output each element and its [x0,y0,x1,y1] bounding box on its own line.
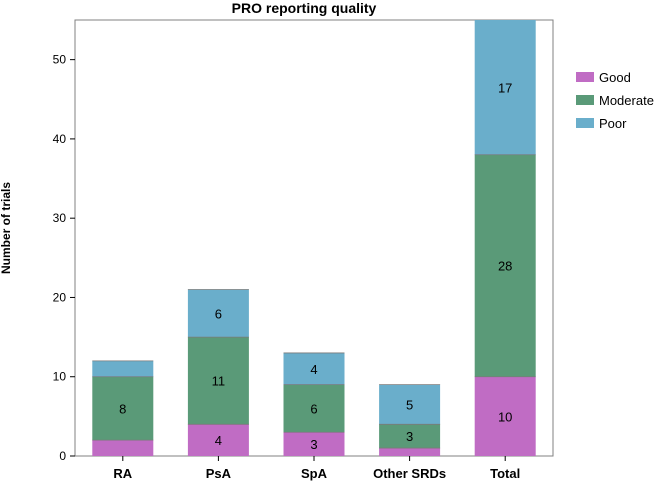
bar-segment-good [92,440,154,456]
y-tick-label: 50 [53,53,67,67]
bar-segment-poor [474,20,536,155]
data-label: 5 [406,397,413,412]
legend-entry-moderate: Moderate [599,93,654,108]
x-tick-label: RA [113,466,132,481]
bar-segment-good [474,376,536,456]
x-tick-label: SpA [301,466,328,481]
y-tick-label: 0 [59,449,66,463]
data-label: 11 [212,374,226,389]
bar-segment-moderate [187,337,249,425]
y-tick-label: 40 [53,132,67,146]
x-tick-label: Total [490,466,520,481]
y-axis-label: Number of trials [0,182,13,274]
x-tick-label: Other SRDs [373,466,446,481]
bar-segment-poor [379,384,441,425]
legend-entry-good: Good [599,70,631,85]
data-label: 6 [310,401,317,416]
plot-area: 0 10 20 30 40 50 8 RA 4 11 6 PsA 3 6 4 SpA 3 5 Other SRDs 1… [53,19,554,481]
legend-swatch-poor [576,118,594,128]
bar-segment-poor [283,352,345,385]
bar-segment-poor [187,289,249,338]
legend-swatch-moderate [576,95,594,105]
data-label: 28 [498,259,512,274]
legend-entry-poor: Poor [599,116,627,131]
bar-segment-moderate [379,424,441,449]
data-label: 10 [498,409,512,424]
chart-title: PRO reporting quality [232,0,377,16]
data-label: 3 [406,429,413,444]
bar-segment-moderate [283,384,345,433]
bar-segment-good [379,448,441,456]
data-label: 3 [310,437,317,452]
bar-segment-good [283,432,345,456]
y-tick-label: 20 [53,290,67,304]
bar-segment-good [187,424,249,456]
bar-segment-poor [92,360,154,377]
data-label: 4 [215,433,222,448]
legend-swatch-good [576,72,594,82]
data-label: 8 [119,401,126,416]
y-tick-label: 10 [53,370,67,384]
y-tick-label: 30 [53,211,67,225]
x-tick-label: PsA [206,466,232,481]
legend: Good Moderate Poor [576,70,654,131]
data-label: 4 [310,362,317,377]
bar-segment-moderate [92,376,154,441]
data-label: 17 [498,80,512,95]
data-label: 6 [215,306,222,321]
bar-segment-moderate [474,154,536,377]
